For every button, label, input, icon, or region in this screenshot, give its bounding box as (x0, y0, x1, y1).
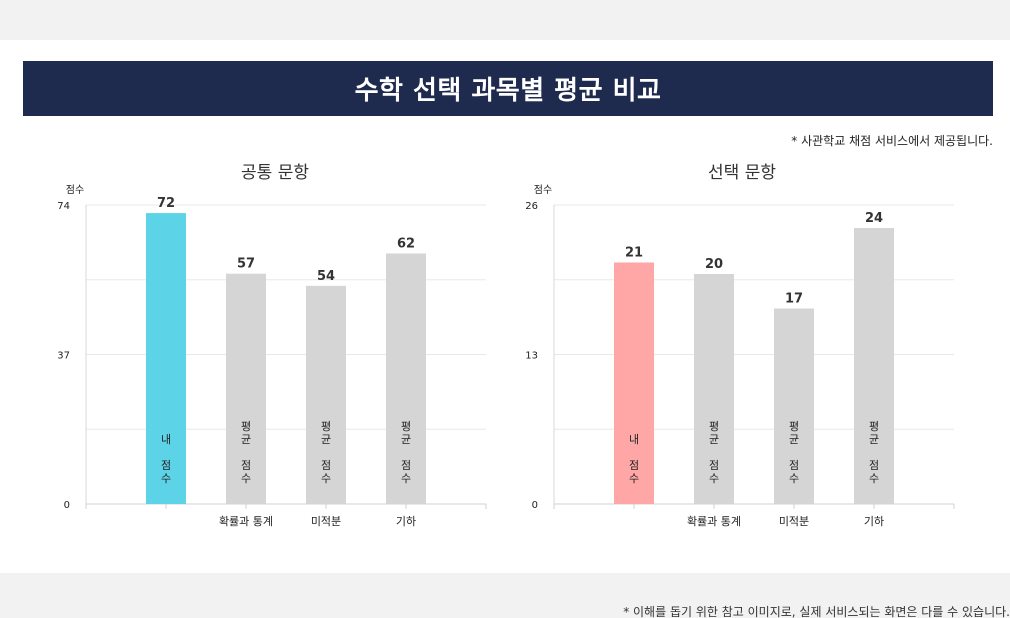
data-label: 57 (237, 257, 255, 272)
bar (854, 228, 894, 504)
y-tick-label: 13 (525, 351, 538, 362)
x-tick-label: 확률과 통계 (219, 515, 273, 528)
y-tick-label: 26 (525, 201, 538, 212)
x-tick-label: 기하 (396, 514, 416, 528)
bar (614, 262, 654, 504)
page-title: 수학 선택 과목별 평균 비교 (23, 61, 993, 116)
x-tick-label: 미적분 (311, 515, 341, 528)
y-tick-label: 74 (57, 201, 70, 212)
source-note: * 사관학교 채점 서비스에서 제공됩니다. (791, 134, 993, 148)
bar (694, 274, 734, 504)
y-axis-label: 점수 (66, 184, 84, 196)
data-label: 17 (785, 292, 803, 307)
data-label: 62 (397, 236, 415, 251)
chart-title-common: 공통 문항 (241, 163, 309, 183)
content-panel: 수학 선택 과목별 평균 비교 * 사관학교 채점 서비스에서 제공됩니다. 공… (0, 40, 1010, 573)
bar (306, 285, 346, 504)
bar (226, 273, 266, 504)
chart-title-elective: 선택 문항 (708, 163, 776, 183)
y-tick-label: 0 (64, 500, 70, 511)
data-label: 21 (625, 246, 643, 261)
x-tick-label: 기하 (864, 514, 884, 528)
data-label: 20 (705, 257, 723, 272)
data-label: 54 (317, 269, 335, 284)
data-label: 72 (157, 196, 175, 211)
data-label: 24 (865, 211, 883, 226)
y-tick-label: 0 (532, 500, 538, 511)
y-axis-label: 점수 (534, 184, 552, 196)
footer-note: * 이해를 돕기 위한 참고 이미지로, 실제 서비스되는 화면은 다를 수 있… (623, 605, 1010, 618)
x-tick-label: 미적분 (779, 515, 809, 528)
y-tick-label: 37 (57, 351, 70, 362)
bar (386, 253, 426, 504)
bar (774, 308, 814, 504)
x-tick-label: 확률과 통계 (687, 515, 741, 528)
bar (146, 213, 186, 504)
